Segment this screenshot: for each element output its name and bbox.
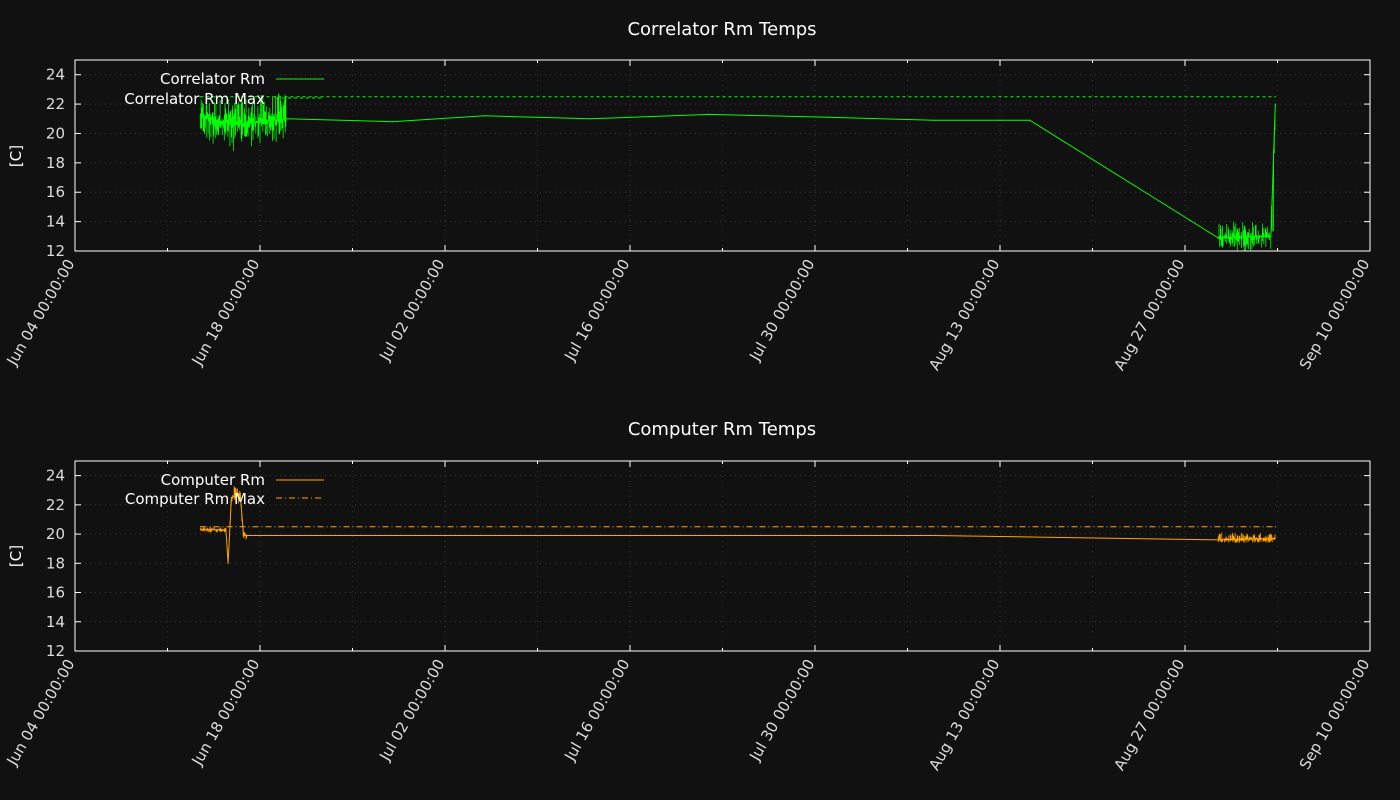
data-point-correlator-rm <box>391 121 393 123</box>
y-axis-label: [C] <box>7 145 25 167</box>
y-tick-label: 14 <box>46 613 65 631</box>
y-tick-label: 14 <box>46 213 65 231</box>
y-tick-label: 16 <box>46 183 65 201</box>
data-point-computer-rm <box>230 496 232 499</box>
y-tick-label: 20 <box>46 124 65 142</box>
data-point-computer-rm <box>1274 537 1276 540</box>
y-tick-label: 24 <box>46 66 65 84</box>
y-axis-label: [C] <box>7 545 25 567</box>
y-tick-label: 20 <box>46 525 65 543</box>
data-point-computer-rm <box>227 562 229 564</box>
data-point-computer-rm <box>246 534 248 537</box>
data-point-correlator-rm <box>589 118 591 120</box>
y-tick-label: 18 <box>46 554 65 572</box>
data-point-correlator-rm <box>933 119 935 121</box>
y-tick-label: 18 <box>46 154 65 172</box>
series-line-computer-rm <box>200 492 1276 564</box>
plot-frame <box>74 59 1371 252</box>
plot-frame <box>74 460 1371 652</box>
data-point-correlator-rm <box>708 113 710 115</box>
y-tick-label: 16 <box>46 584 65 602</box>
data-point-computer-rm-max <box>199 526 202 528</box>
data-point-correlator-rm-max <box>199 96 202 98</box>
data-point-correlator-rm <box>484 115 486 117</box>
data-point-correlator-rm <box>232 124 235 126</box>
data-point-computer-rm <box>242 534 245 537</box>
grid <box>74 60 1371 252</box>
grid <box>74 461 1371 652</box>
y-tick-label: 12 <box>46 642 65 660</box>
data-point-correlator-rm <box>285 118 288 120</box>
data-point-correlator-rm <box>1217 237 1219 239</box>
legend-label-computer-rm: Computer Rm <box>161 471 265 489</box>
y-tick-label: 24 <box>46 467 65 485</box>
data-layer <box>199 93 1276 251</box>
data-point-correlator-rm <box>1270 235 1272 237</box>
data-point-correlator-rm <box>1274 103 1276 105</box>
data-point-correlator-rm <box>827 116 829 118</box>
y-tick-label: 12 <box>46 242 65 260</box>
data-point-computer-rm <box>1217 539 1219 541</box>
legend-label-correlator-rm-max: Correlator Rm Max <box>124 90 265 108</box>
legend: Computer Rm Computer Rm Max <box>125 471 324 508</box>
data-point-computer-rm <box>933 534 935 537</box>
legend: Correlator Rm Correlator Rm Max <box>124 70 324 108</box>
y-tick-label: 22 <box>46 496 65 514</box>
legend-label-correlator-rm: Correlator Rm <box>160 70 265 88</box>
data-point-correlator-rm <box>199 115 202 117</box>
data-point-computer-rm <box>199 529 202 531</box>
legend-label-computer-rm-max: Computer Rm Max <box>125 490 265 508</box>
chart-title: Correlator Rm Temps <box>627 19 816 40</box>
data-point-correlator-rm-max <box>1274 96 1276 98</box>
y-tick-label: 22 <box>46 95 65 113</box>
data-point-computer-rm-max <box>1274 526 1276 528</box>
data-point-computer-rm <box>550 534 552 537</box>
data-point-correlator-rm <box>1029 119 1031 121</box>
data-point-computer-rm <box>239 492 241 494</box>
data-point-computer-rm <box>1029 536 1031 538</box>
data-point-computer-rm <box>225 529 227 531</box>
data-layer <box>199 486 1276 564</box>
chart-title: Computer Rm Temps <box>628 419 816 440</box>
